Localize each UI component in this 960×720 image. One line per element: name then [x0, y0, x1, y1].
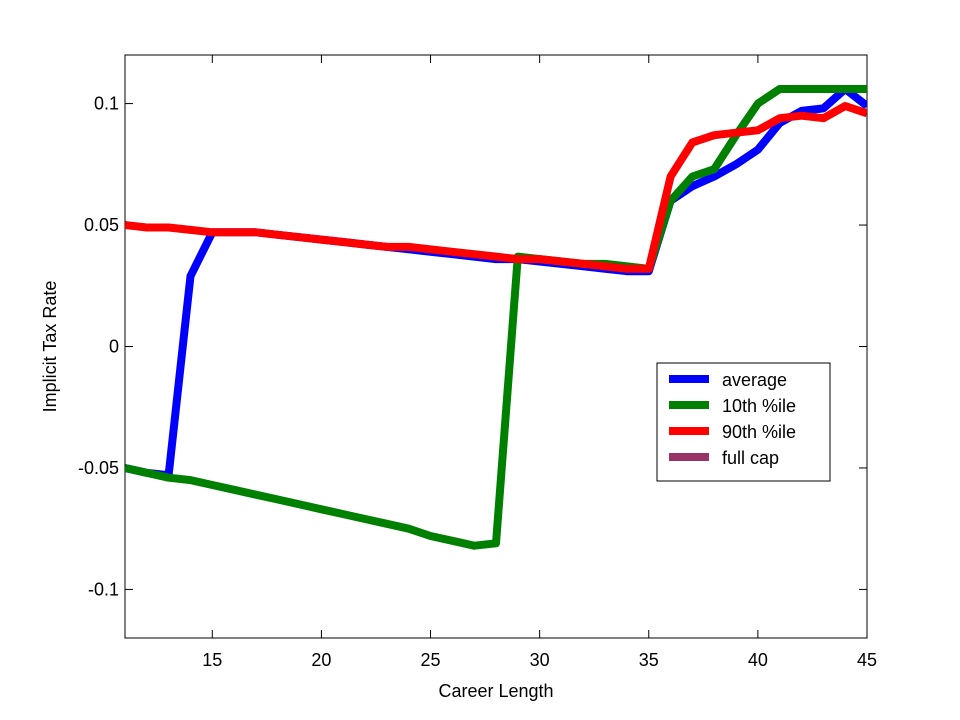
- y-tick-label: -0.1: [88, 579, 119, 599]
- series-line-10th-ile: [125, 85, 867, 550]
- y-tick-label: 0: [109, 337, 119, 357]
- y-tick-label: 0.05: [84, 215, 119, 235]
- x-tick-label: 35: [639, 650, 659, 670]
- x-tick-label: 30: [530, 650, 550, 670]
- axis-ticks: 15 20 25 30 35 40 45 0.1 0.05 0 -0.05 -0.1: [78, 55, 877, 670]
- legend-label-full-cap: full cap: [722, 448, 779, 468]
- plot-frame: [124, 54, 868, 639]
- x-tick-label: 25: [421, 650, 441, 670]
- x-tick-label: 40: [748, 650, 768, 670]
- x-tick-label: 45: [857, 650, 877, 670]
- x-axis-title: Career Length: [438, 681, 553, 701]
- legend-label-90th-ile: 90th %ile: [722, 422, 796, 442]
- y-tick-label: 0.1: [94, 94, 119, 114]
- series-line-90th-ile: [125, 102, 867, 273]
- legend-label-average: average: [722, 370, 787, 390]
- legend: average 10th %ile 90th %ile full cap: [656, 362, 831, 482]
- y-tick-label: -0.05: [78, 458, 119, 478]
- x-tick-label: 15: [202, 650, 222, 670]
- legend-label-10th-ile: 10th %ile: [722, 396, 796, 416]
- x-tick-label: 20: [311, 650, 331, 670]
- y-axis-title: Implicit Tax Rate: [40, 281, 60, 413]
- series-layer: [125, 85, 867, 550]
